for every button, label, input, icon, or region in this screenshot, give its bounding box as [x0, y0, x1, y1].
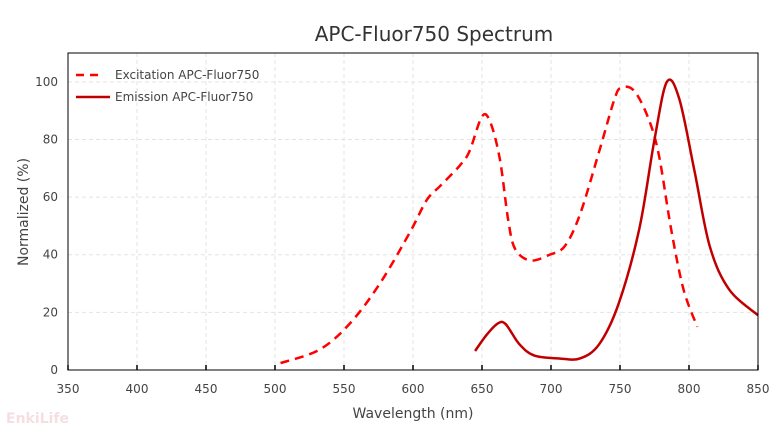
x-tick-label: 650 — [471, 382, 494, 396]
legend-label-emission: Emission APC-Fluor750 — [115, 90, 253, 104]
ticks: 350 400 450 500 550 600 650 700 750 800 850 0 20 40 60… — [35, 75, 769, 396]
series-line-excitation — [280, 85, 699, 365]
x-tick-label: 350 — [57, 382, 80, 396]
y-tick-label: 20 — [43, 305, 58, 319]
chart-title: APC-Fluor750 Spectrum — [315, 22, 554, 46]
x-tick-label: 750 — [609, 382, 632, 396]
x-tick-label: 500 — [264, 382, 287, 396]
y-tick-label: 100 — [35, 75, 58, 89]
watermark: EnkiLife — [6, 411, 69, 427]
y-axis-label: Normalized (%) — [16, 158, 32, 266]
x-tick-label: 400 — [126, 382, 149, 396]
y-tick-label: 80 — [43, 132, 58, 146]
x-tick-label: 850 — [747, 382, 770, 396]
x-tick-label: 600 — [402, 382, 425, 396]
x-tick-label: 700 — [540, 382, 563, 396]
y-tick-label: 40 — [43, 248, 58, 262]
y-tick-label: 0 — [50, 363, 58, 377]
legend-label-excitation: Excitation APC-Fluor750 — [115, 68, 259, 82]
y-tick-label: 60 — [43, 190, 58, 204]
series-group — [280, 78, 759, 365]
x-tick-label: 450 — [195, 382, 218, 396]
x-tick-label: 800 — [678, 382, 701, 396]
legend: Excitation APC-Fluor750 Emission APC-Flu… — [76, 68, 259, 104]
x-tick-label: 550 — [333, 382, 356, 396]
x-axis-label: Wavelength (nm) — [353, 406, 474, 422]
series-line-emission — [474, 78, 759, 361]
